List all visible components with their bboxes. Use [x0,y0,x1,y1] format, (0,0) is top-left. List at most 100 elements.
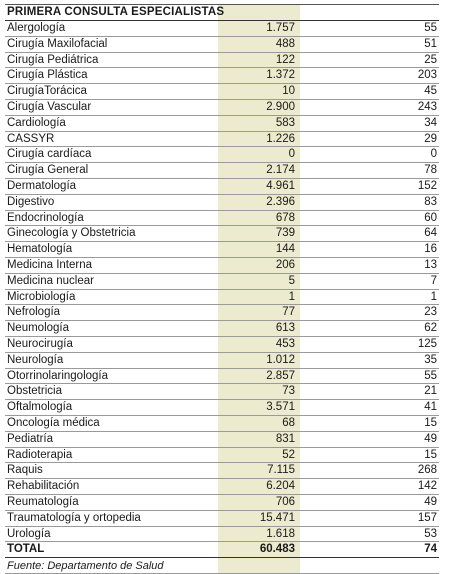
row-value-2: 152 [417,179,437,192]
row-name: Pediatría [7,432,54,445]
row-value-2: 49 [424,432,437,445]
row-name: Microbiología [7,290,76,303]
row-name: Cirugía Maxilofacial [7,37,108,50]
row-value-1: 613 [275,322,295,335]
table-row: Dermatología 4.961 152 [5,179,439,195]
row-name: Traumatología y ortopedia [7,511,141,524]
row-name: Cirugía General [7,164,89,177]
row-name: Medicina nuclear [7,274,94,287]
total-value-1: 60.483 [259,543,295,556]
row-value-1: 3.571 [266,401,295,414]
table-title: PRIMERA CONSULTA ESPECIALISTAS [7,6,225,18]
table-row: Ginecología y Obstetricia 739 64 [5,226,439,243]
table-row: Neurología 1.012 35 [5,353,439,369]
specialists-table: PRIMERA CONSULTA ESPECIALISTAS Alergolog… [5,4,439,574]
row-value-1: 206 [275,258,295,271]
table-row: Endocrinología 678 60 [5,211,439,227]
table-row: Rehabilitación 6.204 142 [5,479,439,495]
table-row: Cirugía Maxilofacial 488 51 [5,37,439,53]
table-row: Cirugía Pediátrica 122 25 [5,53,439,69]
table-row: Traumatología y ortopedia 15.471 157 [5,511,439,527]
row-name: Cardiología [7,116,66,129]
row-value-2: 35 [424,353,437,366]
row-value-1: 2.900 [266,100,295,113]
table-row: Cirugía General 2.174 78 [5,163,439,179]
row-value-1: 453 [275,337,295,350]
row-value-1: 2.174 [266,164,295,177]
row-value-2: 7 [430,274,437,287]
row-value-2: 16 [424,243,437,256]
table-row: Digestivo 2.396 83 [5,195,439,211]
row-value-2: 51 [424,37,437,50]
row-value-2: 53 [424,527,437,540]
row-value-1: 15.471 [259,511,295,524]
row-name: Hematología [7,243,73,256]
row-value-1: 1.012 [266,353,295,366]
table-body: Alergología 1.757 55 Cirugía Maxilofacial 48… [5,21,439,543]
row-name: Dermatología [7,179,77,192]
row-value-1: 77 [282,306,295,319]
total-row: TOTAL 60.483 74 [5,542,439,559]
row-value-2: 15 [424,448,437,461]
table-row: Neurocirugía 453 125 [5,337,439,353]
table-row: Cirugía cardíaca 0 0 [5,147,439,164]
row-name: Reumatología [7,495,79,508]
row-value-1: 122 [275,53,295,66]
table-row: Hematología 144 16 [5,242,439,258]
row-name: Endocrinología [7,211,84,224]
row-name: Oftalmología [7,401,73,414]
row-value-2: 83 [424,195,437,208]
row-value-1: 2.857 [266,369,295,382]
row-value-1: 73 [282,385,295,398]
row-value-2: 41 [424,401,437,414]
table-row: Oncología médica 68 15 [5,416,439,432]
table-row: Pediatría 831 49 [5,432,439,448]
row-value-2: 21 [424,385,437,398]
row-value-1: 7.115 [267,464,295,477]
table-header: PRIMERA CONSULTA ESPECIALISTAS [5,4,439,21]
row-value-2: 55 [424,22,437,34]
row-value-2: 29 [424,132,437,145]
row-name: Cirugía Plástica [7,69,88,82]
row-value-1: 1.372 [266,69,295,82]
row-value-2: 203 [417,69,437,82]
row-value-2: 157 [417,511,437,524]
row-value-2: 1 [430,290,437,303]
row-name: Urología [7,527,51,540]
row-name: Ginecología y Obstetricia [7,227,136,240]
row-value-2: 142 [417,480,437,493]
row-value-1: 10 [282,85,295,98]
row-name: Radioterapia [7,448,73,461]
row-value-1: 2.396 [266,195,295,208]
row-value-1: 5 [288,274,295,287]
row-value-1: 52 [282,448,295,461]
row-value-1: 583 [275,116,295,129]
table-row: Obstetricia 73 21 [5,384,439,401]
source-note: Fuente: Departamento de Salud [5,558,439,574]
row-name: CASSYR [7,132,55,145]
total-label: TOTAL [7,543,45,556]
table-row: Otorrinolaringología 2.857 55 [5,369,439,385]
table-row: Medicina nuclear 5 7 [5,274,439,290]
row-value-2: 268 [417,464,437,477]
row-name: Rehabilitación [7,480,80,493]
row-value-1: 831 [275,432,295,445]
table-row: Radioterapia 52 15 [5,448,439,464]
row-value-2: 125 [417,337,437,350]
row-value-1: 1.226 [266,132,295,145]
row-value-2: 62 [424,322,437,335]
row-name: Raquis [7,464,43,477]
table-row: Urología 1.618 53 [5,527,439,543]
row-value-2: 15 [424,416,437,429]
table-row: Reumatología 706 49 [5,495,439,511]
row-value-1: 488 [275,37,295,50]
row-value-1: 4.961 [266,179,295,192]
table-row: CirugíaTorácica 10 45 [5,84,439,100]
row-value-1: 739 [275,227,295,240]
row-value-1: 1 [288,290,295,303]
row-value-1: 706 [275,495,295,508]
row-value-2: 55 [424,369,437,382]
row-value-1: 1.757 [266,22,295,34]
table-row: CASSYR 1.226 29 [5,132,439,148]
table-row: Alergología 1.757 55 [5,21,439,37]
